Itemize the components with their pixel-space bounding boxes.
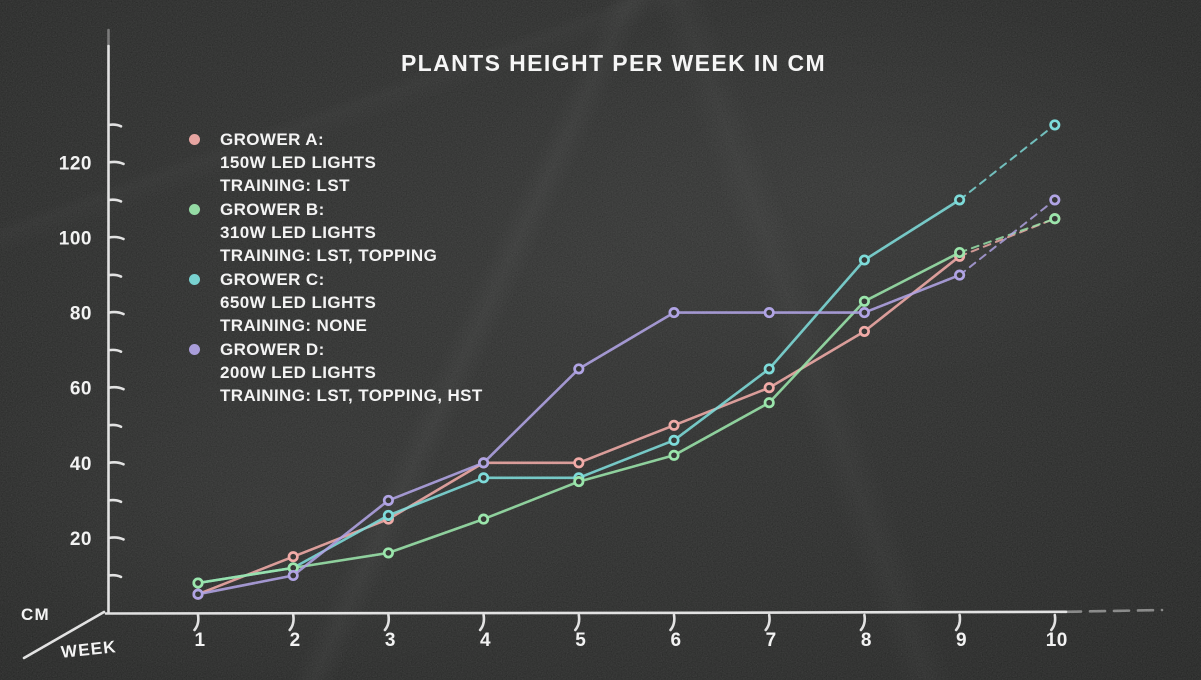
y-tick-label: 60 xyxy=(70,379,92,400)
data-point xyxy=(1049,194,1061,206)
x-tick-label: 9 xyxy=(956,630,967,651)
x-tick xyxy=(383,613,391,632)
data-point xyxy=(858,295,870,307)
data-point xyxy=(668,434,680,446)
x-tick xyxy=(954,613,962,632)
y-major-tick xyxy=(107,235,125,241)
data-point xyxy=(192,588,204,600)
x-axis xyxy=(104,610,1068,615)
y-minor-tick xyxy=(107,273,123,278)
data-point xyxy=(478,457,490,469)
data-point xyxy=(382,509,394,521)
y-tick-label: 80 xyxy=(70,304,92,325)
axes xyxy=(22,28,1164,660)
series-line xyxy=(196,198,961,585)
data-point xyxy=(668,307,680,319)
y-tick-label: 100 xyxy=(59,229,92,250)
series-grower-a xyxy=(192,213,1061,600)
x-tick xyxy=(859,613,867,632)
data-point xyxy=(954,246,966,259)
y-minor-tick xyxy=(107,573,123,579)
data-point xyxy=(763,363,775,375)
series-grower-c xyxy=(192,119,1061,589)
x-axis-faded-tail xyxy=(1064,608,1164,614)
series-grower-d xyxy=(192,194,1061,600)
y-axis-unit-label: CM xyxy=(21,605,50,624)
data-point xyxy=(763,307,775,319)
data-point xyxy=(1049,213,1061,225)
x-tick xyxy=(288,613,295,632)
data-point xyxy=(858,325,870,337)
y-tick-label: 40 xyxy=(70,454,92,475)
series-grower-b xyxy=(192,213,1061,589)
data-point xyxy=(478,513,490,525)
x-tick-label: 6 xyxy=(670,630,681,651)
series-line-projection xyxy=(958,217,1056,254)
data-point xyxy=(1049,119,1061,131)
x-tick-label: 7 xyxy=(766,630,777,651)
data-point xyxy=(668,419,680,431)
data-point xyxy=(287,551,299,563)
data-point xyxy=(763,397,775,409)
data-point xyxy=(954,269,966,281)
y-major-tick xyxy=(107,160,125,166)
y-minor-tick xyxy=(107,348,123,353)
x-tick xyxy=(478,613,486,632)
y-major-tick xyxy=(107,385,125,391)
data-point xyxy=(858,307,870,319)
data-point xyxy=(573,363,585,375)
data-point xyxy=(382,494,394,506)
x-tick-label: 1 xyxy=(194,630,205,651)
y-minor-tick xyxy=(107,498,123,504)
x-tick-label: 8 xyxy=(861,630,872,651)
y-tick-label: 20 xyxy=(70,529,92,550)
x-tick-label: 2 xyxy=(290,630,301,651)
y-minor-tick xyxy=(107,123,123,128)
y-major-tick xyxy=(107,461,125,466)
y-major-tick xyxy=(107,310,125,316)
x-tick xyxy=(1050,613,1057,632)
x-tick xyxy=(574,613,581,632)
data-point xyxy=(382,547,394,559)
x-tick xyxy=(193,613,200,632)
data-point xyxy=(287,569,299,582)
data-point xyxy=(478,472,490,484)
y-minor-tick xyxy=(107,198,123,203)
data-point xyxy=(763,382,775,394)
y-minor-tick xyxy=(107,423,123,429)
x-tick xyxy=(669,613,676,632)
x-tick-label: 5 xyxy=(575,630,586,651)
data-point xyxy=(668,449,680,461)
x-tick xyxy=(764,613,771,632)
data-point xyxy=(573,476,585,488)
data-point xyxy=(573,457,585,469)
data-point xyxy=(954,194,966,206)
series-line xyxy=(196,251,961,585)
data-point xyxy=(858,254,870,266)
x-tick-label: 3 xyxy=(385,630,396,651)
x-tick-label: 10 xyxy=(1046,630,1068,651)
series-line xyxy=(196,255,961,596)
x-tick-label: 4 xyxy=(480,630,491,651)
data-point xyxy=(192,577,204,589)
series-line-projection xyxy=(958,123,1056,201)
y-major-tick xyxy=(107,536,125,541)
y-tick-label: 120 xyxy=(59,153,92,174)
